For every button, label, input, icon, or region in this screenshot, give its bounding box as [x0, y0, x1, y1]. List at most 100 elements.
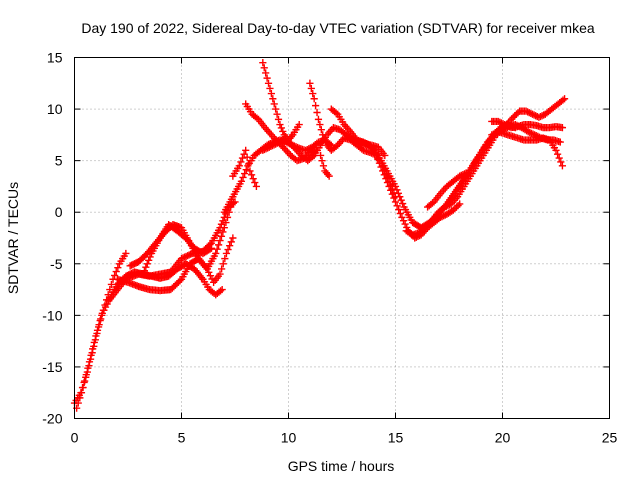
data-point	[552, 146, 560, 154]
data-point	[238, 154, 247, 162]
data-point	[244, 160, 253, 168]
data-point	[213, 245, 221, 253]
data-point	[514, 109, 522, 117]
data-point	[558, 162, 567, 170]
data-point	[76, 394, 84, 402]
x-axis-label: GPS time / hours	[288, 458, 395, 474]
data-point	[82, 371, 90, 379]
data-point	[313, 108, 321, 117]
data-point	[259, 59, 267, 67]
data-point	[535, 113, 543, 121]
data-point	[526, 128, 534, 137]
data-point	[274, 115, 283, 123]
data-point	[229, 234, 237, 242]
data-point	[276, 120, 284, 129]
data-point	[77, 389, 86, 397]
chart-title: Day 190 of 2022, Sidereal Day-to-day VTE…	[81, 20, 594, 36]
data-point	[223, 213, 232, 221]
data-point	[143, 260, 151, 268]
data-point	[146, 253, 154, 261]
data-point	[277, 124, 285, 132]
data-point	[237, 177, 246, 185]
data-point	[81, 377, 89, 385]
data-point	[499, 120, 507, 128]
data-point	[79, 383, 87, 392]
series-track-13	[317, 151, 333, 180]
data-point	[260, 145, 269, 154]
series-track-17	[424, 169, 470, 211]
data-point	[289, 143, 297, 151]
y-tick-label: -5	[50, 256, 63, 272]
data-point	[391, 182, 400, 191]
data-point	[309, 90, 317, 98]
data-point	[491, 129, 499, 137]
data-point	[265, 143, 273, 151]
data-point	[524, 128, 532, 136]
data-point	[242, 166, 250, 174]
data-point	[456, 200, 464, 208]
data-point	[89, 345, 97, 353]
data-point	[295, 120, 303, 129]
data-point	[394, 189, 402, 197]
data-point	[92, 332, 100, 340]
plot-frame	[74, 57, 610, 419]
data-point	[456, 172, 464, 180]
data-point	[176, 277, 184, 285]
data-point	[84, 364, 92, 372]
data-point	[260, 64, 268, 72]
data-point	[279, 127, 287, 136]
data-point	[399, 217, 408, 225]
data-point	[393, 186, 401, 194]
data-point	[74, 399, 82, 407]
data-point	[438, 212, 446, 221]
data-point	[219, 260, 227, 268]
data-point	[268, 142, 277, 150]
data-point	[267, 90, 275, 98]
data-point	[226, 242, 234, 250]
data-point	[237, 158, 245, 166]
y-axis-label: SDTVAR / TECUs	[5, 182, 21, 294]
data-point	[207, 244, 216, 252]
data-point	[227, 238, 235, 246]
data-point	[401, 220, 409, 228]
data-point	[262, 145, 270, 153]
data-point	[396, 209, 404, 218]
data-point	[559, 96, 567, 104]
data-point	[391, 198, 400, 206]
data-point	[555, 154, 563, 162]
data-point	[262, 69, 270, 77]
data-point	[306, 79, 314, 87]
data-point	[381, 151, 389, 160]
data-point	[318, 157, 326, 165]
x-tick-label: 0	[71, 430, 79, 446]
data-point	[253, 114, 261, 122]
data-point	[312, 102, 320, 110]
series-track-19	[488, 128, 567, 170]
data-point	[325, 172, 333, 180]
data-point	[93, 326, 102, 334]
data-point	[396, 193, 404, 201]
data-point	[242, 146, 250, 154]
data-point	[525, 109, 533, 117]
data-point	[530, 111, 538, 119]
data-point	[252, 182, 260, 191]
series-track-20	[488, 117, 567, 132]
data-point	[206, 245, 214, 253]
data-point	[497, 119, 506, 127]
data-point	[264, 79, 273, 87]
y-tick-label: 10	[47, 101, 63, 117]
data-point	[95, 321, 103, 329]
data-point	[489, 130, 498, 138]
data-point	[97, 315, 105, 323]
data-point	[532, 112, 540, 120]
grid-layer	[74, 57, 610, 419]
data-point	[235, 162, 243, 170]
data-point	[527, 109, 535, 118]
data-point	[488, 131, 496, 139]
data-point	[247, 171, 256, 179]
data-point	[112, 267, 120, 276]
data-point	[229, 199, 237, 207]
data-point	[111, 271, 119, 279]
data-point	[212, 249, 220, 258]
data-point	[536, 112, 545, 121]
